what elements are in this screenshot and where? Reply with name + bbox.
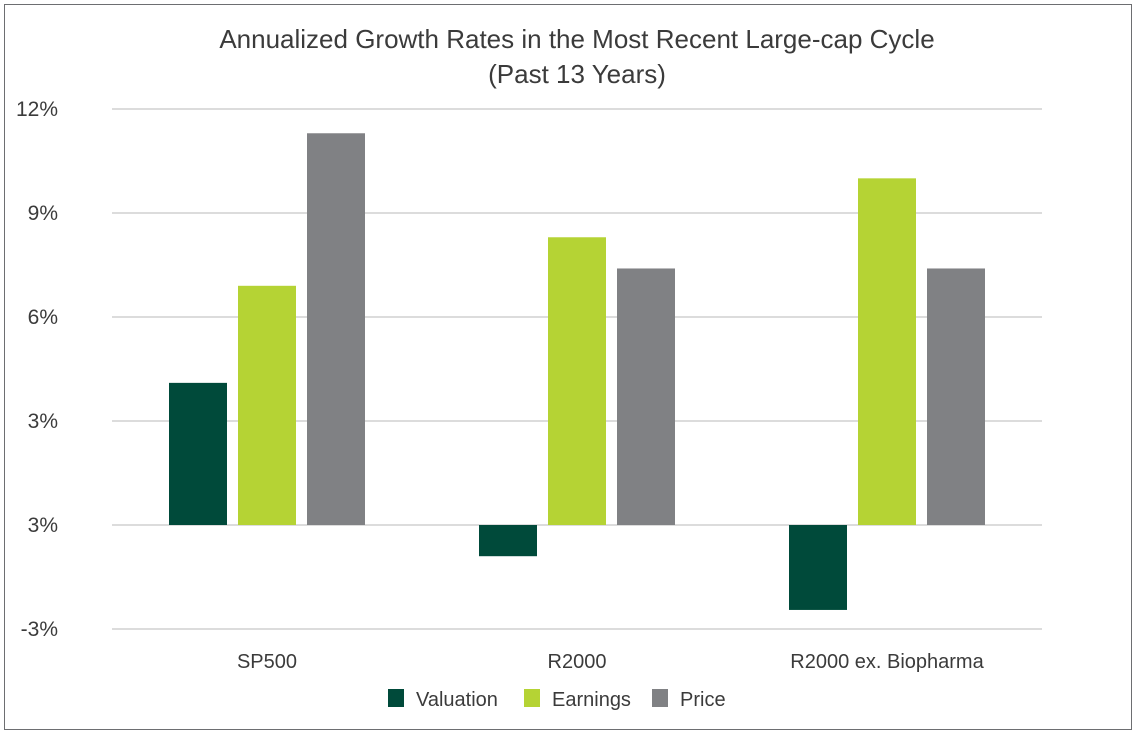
- bar-price-3: [927, 268, 985, 525]
- chart-subtitle: (Past 13 Years): [488, 59, 666, 89]
- bar-valuation-1: [169, 382, 227, 525]
- legend-swatch-valuation: [388, 689, 404, 707]
- y-tick-label: -3%: [21, 618, 58, 641]
- x-axis: SP500 R2000 R2000 ex. Biopharma: [237, 651, 985, 673]
- bar-earnings-3: [858, 178, 916, 526]
- bar-earnings-1: [238, 285, 296, 525]
- y-tick-label: 6%: [28, 306, 58, 329]
- y-tick-label: 3%: [28, 410, 58, 433]
- bar-earnings-2: [548, 237, 606, 525]
- y-tick-label: 12%: [16, 98, 58, 121]
- legend-label-valuation: Valuation: [416, 689, 498, 711]
- bar-valuation-3: [789, 525, 847, 610]
- x-category-label: SP500: [237, 651, 297, 673]
- chart-title: Annualized Growth Rates in the Most Rece…: [219, 24, 934, 54]
- bar-valuation-2: [479, 525, 537, 557]
- y-axis: 12% 9% 6% 3% 3% -3%: [16, 98, 58, 641]
- bar-price-1: [307, 133, 365, 525]
- x-category-label: R2000: [548, 651, 607, 673]
- bar-price-2: [617, 268, 675, 525]
- legend: Valuation Earnings Price: [388, 689, 726, 711]
- y-tick-label: 3%: [28, 514, 58, 537]
- bars: [169, 133, 985, 610]
- legend-swatch-earnings: [524, 689, 540, 707]
- legend-label-earnings: Earnings: [552, 689, 631, 711]
- y-tick-label: 9%: [28, 202, 58, 225]
- legend-swatch-price: [652, 689, 668, 707]
- legend-label-price: Price: [680, 689, 726, 711]
- x-category-label: R2000 ex. Biopharma: [790, 651, 984, 673]
